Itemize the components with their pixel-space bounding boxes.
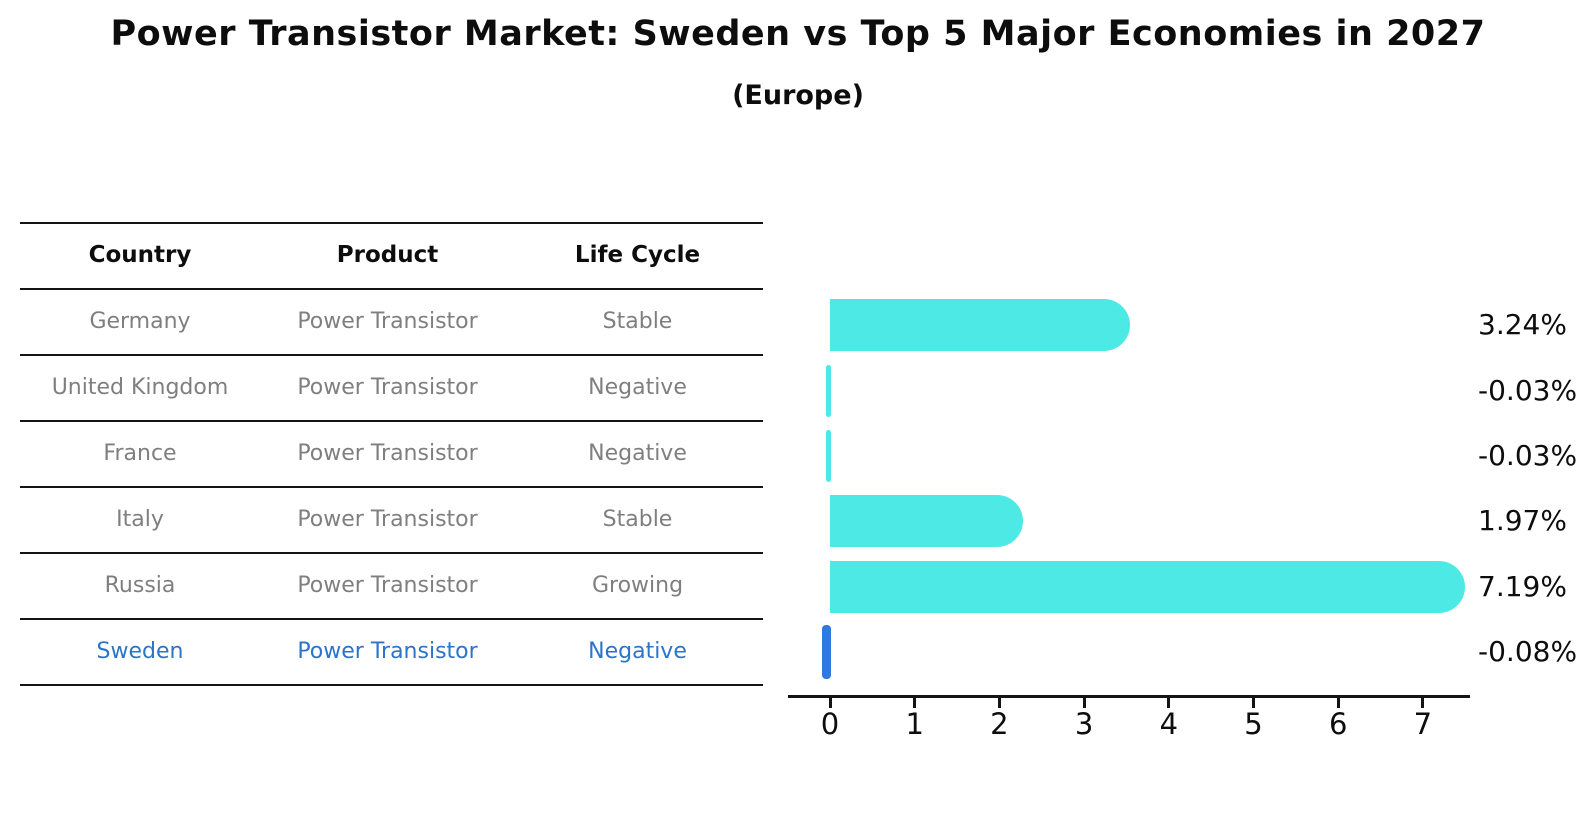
product-cell: Power Transistor — [297, 374, 478, 400]
chart-title: Power Transistor Market: Sweden vs Top 5… — [110, 14, 1486, 54]
life-cycle-cell: Stable — [602, 308, 673, 334]
table-divider-line — [20, 420, 763, 422]
value-label-germany: 3.24% — [1478, 308, 1567, 341]
table-row-russia: Russia Power Transistor Growing — [20, 552, 763, 618]
bar-sweden — [822, 625, 831, 679]
value-label-russia: 7.19% — [1478, 570, 1567, 603]
bar-russia — [830, 561, 1465, 613]
life-cycle-cell: Negative — [588, 374, 687, 400]
table-header-row: Country Product Life Cycle — [20, 222, 763, 288]
x-tick-label: 2 — [990, 707, 1009, 741]
product-cell: Power Transistor — [297, 638, 478, 664]
x-tick-label: 6 — [1328, 707, 1348, 741]
life-cycle-cell: Negative — [588, 440, 687, 466]
life-cycle-cell: Negative — [588, 638, 687, 664]
product-cell: Power Transistor — [297, 506, 478, 532]
life-cycle-cell: Stable — [602, 506, 673, 532]
country-cell: United Kingdom — [51, 374, 229, 400]
column-header-country: Country — [88, 242, 192, 268]
bar-france — [826, 430, 831, 482]
country-cell: Italy — [116, 506, 164, 532]
x-tick-mark — [1336, 698, 1340, 708]
x-axis-line — [788, 695, 1470, 698]
x-tick-mark — [997, 698, 1001, 708]
x-tick-mark — [1421, 698, 1425, 708]
table-divider-line — [20, 552, 763, 554]
table-row-sweden: Sweden Power Transistor Negative — [20, 618, 763, 684]
x-tick-label: 0 — [820, 707, 840, 741]
x-tick-label: 3 — [1074, 707, 1094, 741]
x-tick-label: 1 — [905, 707, 924, 741]
bar-italy — [830, 495, 1023, 547]
x-tick-label: 7 — [1413, 707, 1433, 741]
table-divider-line — [20, 354, 763, 356]
x-tick-label: 5 — [1244, 707, 1263, 741]
table-row-germany: Germany Power Transistor Stable — [20, 288, 763, 354]
column-header-life-cycle: Life Cycle — [574, 242, 701, 268]
country-cell: Russia — [104, 572, 176, 598]
value-label-sweden: -0.08% — [1478, 635, 1578, 668]
table-row-france: France Power Transistor Negative — [20, 420, 763, 486]
x-tick-mark — [1082, 698, 1086, 708]
column-header-product: Product — [336, 242, 439, 268]
product-cell: Power Transistor — [297, 572, 478, 598]
value-label-united-kingdom: -0.03% — [1478, 374, 1578, 407]
x-tick-mark — [913, 698, 917, 708]
x-tick-label: 4 — [1159, 707, 1179, 741]
x-tick-mark — [1167, 698, 1171, 708]
product-cell: Power Transistor — [297, 440, 478, 466]
product-cell: Power Transistor — [297, 308, 478, 334]
bar-germany — [830, 299, 1131, 351]
table-divider-line — [20, 288, 763, 290]
table-row-italy: Italy Power Transistor Stable — [20, 486, 763, 552]
table-divider-line — [20, 684, 763, 686]
value-label-france: -0.03% — [1478, 439, 1578, 472]
table-divider-line — [20, 618, 763, 620]
life-cycle-cell: Growing — [591, 572, 684, 598]
table-divider-line — [20, 222, 763, 224]
chart-subtitle: (Europe) — [732, 80, 864, 111]
country-cell: France — [103, 440, 177, 466]
country-cell: Germany — [89, 308, 191, 334]
x-tick-mark — [1252, 698, 1255, 708]
table-row-united-kingdom: United Kingdom Power Transistor Negative — [20, 354, 763, 420]
value-label-italy: 1.97% — [1478, 504, 1567, 537]
country-cell: Sweden — [96, 638, 184, 664]
x-tick-mark — [828, 698, 832, 708]
table-divider-line — [20, 486, 763, 488]
bar-united-kingdom — [826, 365, 831, 417]
